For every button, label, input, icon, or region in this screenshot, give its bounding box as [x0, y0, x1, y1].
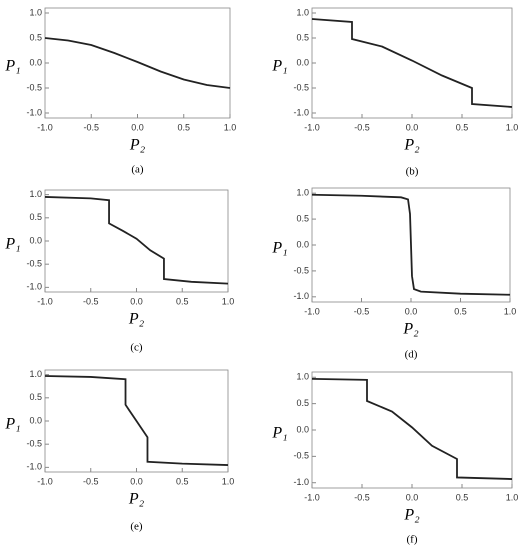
- caption: (a): [131, 164, 144, 176]
- y-tick-label: -1.0: [293, 477, 309, 487]
- x-tick-label: 1.0: [222, 476, 235, 486]
- x-tick-label: 0.0: [405, 306, 418, 316]
- y-axis-label: P₁: [4, 58, 20, 75]
- y-tick-label: 0.5: [296, 398, 309, 408]
- x-tick-label: 0.0: [406, 122, 419, 132]
- y-tick-label: -0.5: [293, 451, 309, 461]
- x-tick-label: 0.0: [130, 476, 143, 486]
- plot-frame: [311, 371, 513, 489]
- x-tick-label: -0.5: [83, 476, 99, 486]
- y-axis-label: P₁: [4, 236, 20, 253]
- curve: [44, 375, 229, 466]
- y-tick-label: -0.5: [26, 439, 42, 449]
- y-tick-label: 0.0: [29, 235, 42, 245]
- plot-frame: [44, 189, 229, 293]
- x-tick-label: -0.5: [354, 492, 370, 502]
- plot-frame: [311, 7, 513, 119]
- x-tick-label: 1.0: [506, 492, 519, 502]
- x-tick-label: 1.0: [224, 122, 237, 132]
- y-tick-label: -1.0: [26, 282, 42, 292]
- y-axis-label: P₁: [271, 58, 287, 75]
- x-tick-label: 0.0: [406, 492, 419, 502]
- y-axis-label: P₁: [271, 240, 287, 257]
- x-tick-label: -1.0: [37, 296, 53, 306]
- y-tick-label: -1.0: [293, 107, 309, 117]
- x-axis-label: P₂: [128, 311, 145, 328]
- x-tick-label: 0.5: [177, 122, 190, 132]
- y-tick-label: 1.0: [29, 369, 42, 379]
- y-tick-label: -0.5: [293, 265, 309, 275]
- x-axis-label: P₂: [402, 321, 419, 338]
- x-tick-label: 1.0: [506, 122, 519, 132]
- y-tick-label: 0.0: [296, 57, 309, 67]
- caption: (b): [406, 166, 419, 178]
- curve: [311, 193, 511, 296]
- y-tick-label: -1.0: [26, 107, 42, 117]
- x-axis-label: P₂: [403, 507, 420, 524]
- x-tick-label: -0.5: [83, 296, 99, 306]
- x-tick-label: -0.5: [354, 306, 370, 316]
- x-tick-label: -0.5: [83, 122, 99, 132]
- caption: (e): [130, 521, 143, 533]
- curve: [311, 18, 513, 108]
- y-tick-label: 0.0: [296, 424, 309, 434]
- y-tick-label: -0.5: [26, 82, 42, 92]
- y-tick-label: -1.0: [293, 291, 309, 301]
- y-tick-label: 0.5: [29, 32, 42, 42]
- x-tick-label: 0.5: [456, 122, 469, 132]
- y-tick-label: 0.5: [29, 392, 42, 402]
- x-tick-label: 1.0: [504, 306, 517, 316]
- x-tick-label: 0.5: [454, 306, 467, 316]
- y-tick-label: 0.0: [29, 57, 42, 67]
- caption: (d): [405, 349, 418, 361]
- caption: (f): [407, 534, 418, 546]
- y-tick-label: 0.5: [296, 32, 309, 42]
- x-tick-label: -1.0: [37, 122, 53, 132]
- x-tick-label: -1.0: [304, 306, 320, 316]
- y-tick-label: -0.5: [293, 82, 309, 92]
- y-tick-label: 1.0: [29, 189, 42, 199]
- x-tick-label: 0.5: [176, 296, 189, 306]
- x-tick-label: 0.5: [456, 492, 469, 502]
- x-tick-label: 0.0: [131, 122, 144, 132]
- y-tick-label: 0.5: [296, 213, 309, 223]
- y-tick-label: 1.0: [296, 372, 309, 382]
- y-tick-label: 0.0: [296, 239, 309, 249]
- curve: [44, 196, 229, 285]
- x-tick-label: -0.5: [354, 122, 370, 132]
- y-tick-label: 1.0: [29, 7, 42, 17]
- y-tick-label: -1.0: [26, 462, 42, 472]
- x-axis-label: P₂: [129, 137, 146, 154]
- x-tick-label: -1.0: [304, 122, 320, 132]
- x-tick-label: 0.5: [176, 476, 189, 486]
- y-axis-label: P₁: [271, 425, 287, 442]
- curve: [44, 37, 231, 89]
- x-tick-label: -1.0: [37, 476, 53, 486]
- y-tick-label: -0.5: [26, 259, 42, 269]
- x-tick-label: -1.0: [304, 492, 320, 502]
- y-tick-label: 1.0: [296, 7, 309, 17]
- curve: [311, 377, 513, 480]
- y-axis-label: P₁: [4, 416, 20, 433]
- x-tick-label: 1.0: [222, 296, 235, 306]
- x-axis-label: P₂: [128, 491, 145, 508]
- y-tick-label: 1.0: [296, 188, 309, 198]
- plot-frame: [44, 7, 231, 119]
- x-tick-label: 0.0: [130, 296, 143, 306]
- caption: (c): [130, 342, 143, 354]
- x-axis-label: P₂: [403, 137, 420, 154]
- y-tick-label: 0.0: [29, 415, 42, 425]
- y-tick-label: 0.5: [29, 212, 42, 222]
